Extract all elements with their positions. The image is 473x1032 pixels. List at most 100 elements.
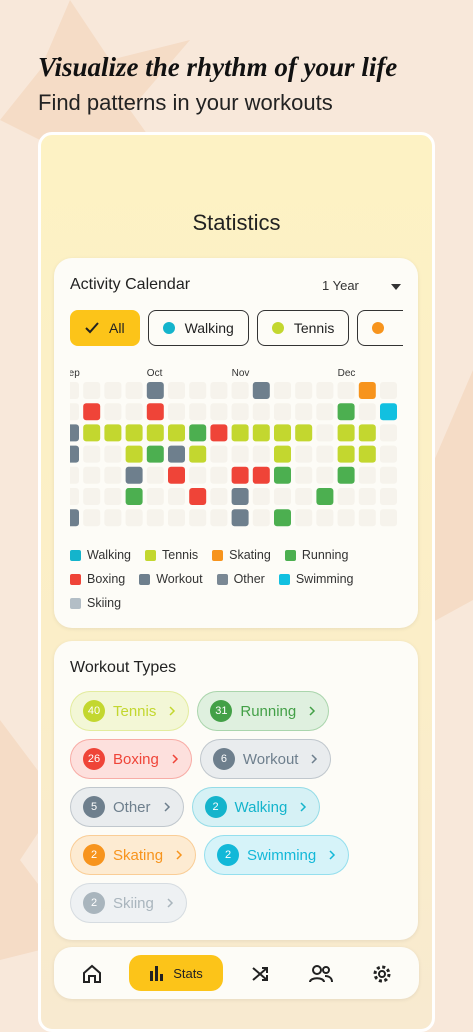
empty-day	[274, 488, 291, 505]
empty-day	[358, 509, 376, 527]
shuffle-icon[interactable]	[251, 964, 271, 984]
day-cell	[146, 382, 164, 399]
calendar-grid: Sep Oct Nov Dec	[70, 366, 403, 531]
legend-item: Boxing	[70, 572, 125, 586]
empty-day	[316, 445, 334, 463]
people-icon[interactable]	[309, 964, 333, 984]
pills: 40 Tennis 31 Running 26 Boxing 6 Workout 5 Other 2…	[70, 691, 410, 923]
home-icon[interactable]	[82, 964, 102, 984]
workout-pill[interactable]: 2 Skiing	[70, 883, 187, 923]
empty-day	[231, 445, 249, 463]
workout-pill[interactable]: 26 Boxing	[70, 739, 192, 779]
legend-label: Boxing	[87, 572, 126, 586]
legend-swatch	[284, 549, 296, 561]
workout-pill[interactable]: 31 Running	[197, 691, 330, 731]
day-cell	[274, 466, 291, 484]
day-cell	[168, 445, 185, 463]
dropdown-arrow	[390, 284, 401, 290]
calendar-svg: Sep Oct Nov Dec	[70, 368, 397, 527]
legend-item: Walking	[70, 548, 131, 562]
legend-label: Tennis	[162, 548, 199, 562]
legend-swatch	[139, 573, 151, 585]
empty-day	[104, 488, 122, 505]
chevron-path	[329, 850, 336, 860]
legend-item: Tennis	[145, 548, 198, 562]
filter-chip[interactable]	[357, 310, 403, 346]
chip-dot	[162, 322, 175, 334]
empty-day	[231, 382, 249, 399]
day-cell	[70, 424, 79, 442]
filter-chip[interactable]: Walking	[147, 310, 249, 346]
legend: Walking Tennis Skating Running Boxing Workout…	[70, 548, 410, 610]
chip-label: Tennis	[293, 320, 335, 336]
chevron	[163, 802, 170, 812]
empty-day	[337, 382, 355, 399]
empty-day	[189, 466, 207, 484]
chip-label: All	[109, 320, 125, 336]
empty-day	[380, 382, 397, 399]
empty-day	[104, 445, 122, 463]
filter-chip[interactable]: All	[70, 310, 140, 346]
empty-day	[125, 382, 143, 399]
legend-item: Workout	[139, 572, 203, 586]
pill-label: Tennis	[113, 702, 157, 720]
empty-day	[70, 466, 79, 484]
empty-day	[168, 488, 185, 505]
day-cell	[125, 466, 143, 484]
legend-swatch	[70, 573, 81, 585]
empty-day	[168, 509, 185, 527]
empty-day	[337, 488, 355, 505]
day-cell	[146, 424, 164, 442]
empty-day	[358, 403, 376, 421]
empty-day	[380, 466, 397, 484]
workout-pill[interactable]: 2 Skating	[70, 835, 197, 875]
workout-pill[interactable]: 5 Other	[70, 787, 184, 827]
count-badge: 31	[210, 700, 233, 722]
empty-day	[70, 403, 79, 421]
chevron-path	[300, 802, 307, 812]
day-cell	[316, 488, 334, 505]
filter-chip[interactable]: Tennis	[256, 310, 350, 346]
empty-day	[295, 445, 313, 463]
day-cell	[210, 424, 228, 442]
empty-day	[83, 445, 101, 463]
workout-pill[interactable]: 2 Swimming	[204, 835, 350, 875]
empty-day	[295, 488, 313, 505]
chip-dot	[372, 322, 385, 334]
empty-day	[252, 403, 270, 421]
workout-pill[interactable]: 40 Tennis	[70, 691, 190, 731]
day-cell	[337, 466, 355, 484]
empty-day	[70, 382, 79, 399]
workout-types-card: Workout Types 40 Tennis 31 Running 26 Boxing 6…	[54, 641, 418, 940]
day-cell	[125, 445, 143, 463]
empty-day	[210, 403, 228, 421]
day-cell	[252, 466, 270, 484]
range-select[interactable]: 1 Year	[322, 278, 401, 293]
day-cell	[189, 445, 207, 463]
pill-label: Running	[240, 702, 297, 720]
day-cell	[252, 382, 270, 399]
legend-swatch	[212, 549, 224, 561]
empty-day	[210, 382, 228, 399]
chip-label: Walking	[184, 320, 234, 336]
card-title: Activity Calendar	[70, 276, 191, 293]
settings-icon[interactable]	[371, 963, 393, 985]
empty-day	[358, 488, 376, 505]
day-cell	[231, 488, 249, 505]
stats-tab[interactable]: Stats	[129, 955, 223, 991]
day-cell	[337, 403, 355, 421]
day-cell	[337, 424, 355, 442]
subheadline: Find patterns in your workouts	[38, 90, 333, 115]
workout-pill[interactable]: 2 Walking	[191, 787, 321, 827]
day-cell	[231, 424, 249, 442]
empty-day	[380, 424, 397, 442]
day-cell	[83, 403, 101, 421]
empty-day	[252, 488, 270, 505]
workout-pill[interactable]: 6 Workout	[199, 739, 332, 779]
legend-label: Workout	[156, 572, 203, 586]
legend-swatch	[145, 549, 156, 561]
stats-label: Stats	[173, 965, 203, 981]
pill-label: Walking	[234, 798, 288, 816]
legend-label: Running	[301, 548, 349, 562]
day-cell	[146, 445, 164, 463]
